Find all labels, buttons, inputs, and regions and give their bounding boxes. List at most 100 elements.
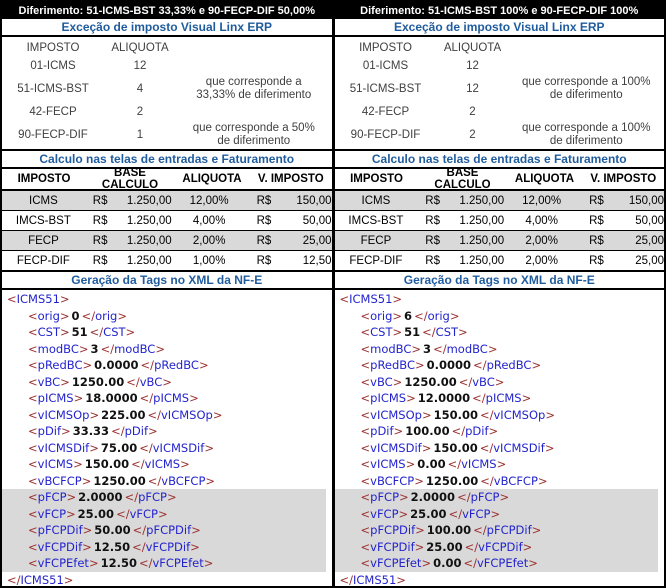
exception-aliquota-cell: 12 xyxy=(466,82,479,95)
xml-tag-value: 12.0000 xyxy=(417,391,471,405)
open-bracket: < xyxy=(360,325,371,339)
open-bracket: < xyxy=(360,308,371,323)
calc-valor-currency: R$ xyxy=(256,194,272,207)
close-bracket: > xyxy=(494,374,505,389)
open-slash-bracket: </ xyxy=(422,325,436,339)
open-bracket: < xyxy=(360,407,371,422)
close-bracket: > xyxy=(180,457,190,471)
close-bracket: > xyxy=(155,341,165,356)
open-bracket: < xyxy=(28,325,38,339)
xml-close-tag-name: CST xyxy=(103,325,126,339)
open-slash-bracket: </ xyxy=(126,374,140,389)
xml-close-tag-name: pFCP xyxy=(138,490,167,504)
close-bracket: > xyxy=(117,308,127,323)
close-bracket: > xyxy=(88,556,99,570)
calc-base-currency: R$ xyxy=(92,254,108,267)
xml-close-tag-name: CST xyxy=(435,325,459,339)
close-bracket: > xyxy=(78,341,89,356)
calc-base-value: 1.250,00 xyxy=(459,194,505,207)
xml-close-tag-name: vFCPEfet xyxy=(152,556,204,570)
open-bracket: < xyxy=(360,556,371,570)
calc-rows: ICMS R$ 1.250,00 12,00% R$ 150,00 IMCS-B… xyxy=(2,191,332,270)
close-bracket: > xyxy=(490,506,501,521)
calc-valor-cell: 150,00 xyxy=(296,194,332,207)
xml-close-tag-name: modBC xyxy=(446,341,488,356)
close-bracket: > xyxy=(191,523,201,537)
calc-valor-currency: R$ xyxy=(256,214,272,227)
open-bracket: < xyxy=(28,308,38,323)
calc-imposto-cell: ICMS xyxy=(29,194,58,207)
xml-root-tag: ICMS51 xyxy=(353,572,397,587)
open-bracket: < xyxy=(28,391,38,405)
exception-header-imposto: IMPOSTO xyxy=(359,42,412,54)
calc-row: IMCS-BST R$ 1.250,00 4,00% R$ 50,00 xyxy=(2,211,332,231)
xml-tag-line: <pDif> 100.00 </pDif> xyxy=(335,423,665,440)
xml-tag-line: <pDif> 33.33 </pDif> xyxy=(2,423,332,440)
xml-root-tag: ICMS51 xyxy=(349,292,393,306)
xml-close-tag-name: vBC xyxy=(139,374,163,389)
xml-tag-line: <vICMSOp> 225.00 </vICMSOp> xyxy=(2,407,332,424)
xml-tag-value: 0 xyxy=(71,308,80,323)
xml-tag-value: 2.0000 xyxy=(78,490,123,504)
close-bracket: > xyxy=(414,539,425,554)
xml-open-tag-name: vFCPEfet xyxy=(370,556,422,570)
close-bracket: > xyxy=(60,325,70,339)
calc-valor-cell: 25,00 xyxy=(635,254,664,267)
xml-close-tag-name: pRedBC xyxy=(486,358,532,372)
open-slash-bracket: </ xyxy=(138,556,153,570)
xml-tag-value: 0.00 xyxy=(433,556,462,570)
exception-row: 01-ICMS 12 xyxy=(335,57,665,74)
xml-tag-line: <CST> 51 </CST> xyxy=(335,324,665,341)
xml-open-tag-name: vICMS xyxy=(37,457,74,471)
open-bracket: < xyxy=(360,341,371,356)
xml-open-tag-name: pFCP xyxy=(37,490,67,504)
close-bracket: > xyxy=(82,539,92,554)
xml-open-tag-name: vICMSOp xyxy=(37,407,90,422)
open-slash-bracket: </ xyxy=(473,523,487,537)
close-bracket: > xyxy=(414,473,424,488)
close-bracket: > xyxy=(415,523,425,537)
open-bracket: < xyxy=(28,341,38,356)
calc-valor-cell: 50,00 xyxy=(302,214,332,227)
xml-block: <ICMS51> <orig> 0 </orig> <CST> 51 </CST> <mod… xyxy=(2,290,332,586)
xml-tag-line: <pRedBC> 0.0000 </pRedBC> xyxy=(2,357,332,374)
calc-imposto-cell: IMCS-BST xyxy=(15,214,71,227)
exception-imposto-cell: 01-ICMS xyxy=(30,59,76,72)
calc-valor-currency: R$ xyxy=(256,254,272,267)
xml-close-tag-name: pFCPDif xyxy=(146,523,192,537)
close-bracket: > xyxy=(487,341,498,356)
open-bracket: < xyxy=(339,292,350,306)
close-bracket: > xyxy=(421,440,432,455)
xml-close-tag-name: vICMSDif xyxy=(152,440,205,455)
open-bracket: < xyxy=(28,490,38,504)
open-slash-bracket: </ xyxy=(139,440,153,455)
exception-aliquota-cell: 12 xyxy=(466,59,479,72)
close-bracket: > xyxy=(449,308,460,323)
calc-valor-cell: 50,00 xyxy=(635,214,664,227)
calc-base-currency: R$ xyxy=(92,234,108,247)
close-bracket: > xyxy=(399,490,409,504)
close-bracket: > xyxy=(411,341,422,356)
xml-tag-line: <pFCPDif> 50.00 </pFCPDif> xyxy=(2,522,326,539)
calc-base-currency: R$ xyxy=(425,194,440,207)
close-bracket: > xyxy=(421,556,432,570)
xml-open-tag-name: vFCPDif xyxy=(37,539,83,554)
exception-row: 51-ICMS-BST 4 que corresponde a 33,33% d… xyxy=(2,74,332,103)
close-bracket: > xyxy=(415,358,425,372)
xml-open-tag-name: pFCPDif xyxy=(370,523,416,537)
exception-aliquota-cell: 2 xyxy=(136,105,144,118)
xml-open-tag-name: vBC xyxy=(370,374,393,389)
open-slash-bracket: </ xyxy=(414,308,428,323)
xml-root-close-line: </ICMS51> xyxy=(335,572,665,587)
exception-header-aliquota: ALIQUOTA xyxy=(111,42,169,54)
open-bracket: < xyxy=(28,407,38,422)
xml-close-tag-name: modBC xyxy=(114,341,156,356)
calc-row: ICMS R$ 1.250,00 12,00% R$ 150,00 xyxy=(2,191,332,211)
xml-close-tag-name: vICMS xyxy=(144,457,181,471)
calc-base-currency: R$ xyxy=(92,214,108,227)
open-slash-bracket: </ xyxy=(116,506,130,521)
exception-imposto-cell: 90-FECP-DIF xyxy=(350,128,421,141)
calc-aliquota-cell: 12,00% xyxy=(189,194,229,207)
xml-tag-value: 1250.00 xyxy=(71,374,125,389)
exception-note-cell: que corresponde a 50% de diferimento xyxy=(192,121,315,147)
